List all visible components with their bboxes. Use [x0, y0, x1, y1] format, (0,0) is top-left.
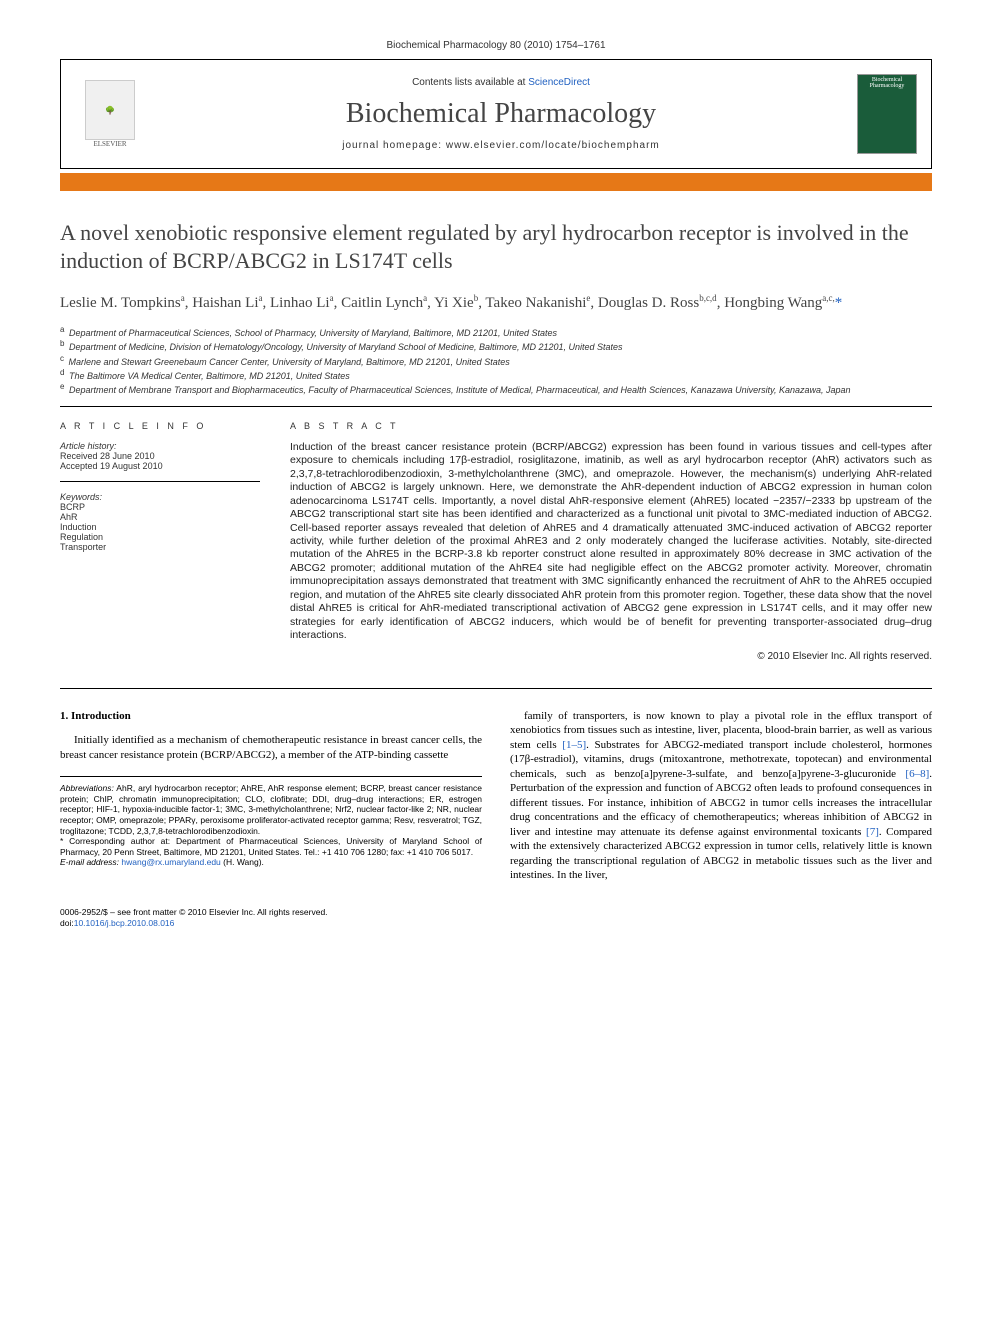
page-root: Biochemical Pharmacology 80 (2010) 1754–… [0, 0, 992, 969]
page-footer: 0006-2952/$ – see front matter © 2010 El… [60, 907, 932, 929]
footer-doi: doi:10.1016/j.bcp.2010.08.016 [60, 918, 932, 929]
keyword: Regulation [60, 532, 260, 542]
email-label: E-mail address: [60, 857, 121, 867]
history-label: Article history: [60, 441, 260, 451]
accepted-date: Accepted 19 August 2010 [60, 461, 260, 471]
email-link[interactable]: hwang@rx.umaryland.edu [121, 857, 220, 867]
body-columns: 1. Introduction Initially identified as … [60, 709, 932, 883]
homepage-line: journal homepage: www.elsevier.com/locat… [145, 140, 857, 151]
keyword: Induction [60, 522, 260, 532]
author-list: Leslie M. Tompkinsa, Haishan Lia, Linhao… [60, 292, 932, 313]
email-line: E-mail address: hwang@rx.umaryland.edu (… [60, 857, 482, 868]
journal-name: Biochemical Pharmacology [145, 98, 857, 130]
info-abstract-row: A R T I C L E I N F O Article history: R… [60, 421, 932, 662]
affiliation-line: a Department of Pharmaceutical Sciences,… [60, 325, 932, 339]
article-info: A R T I C L E I N F O Article history: R… [60, 421, 260, 662]
corresponding-author: * Corresponding author at: Department of… [60, 836, 482, 857]
footer-copyright: 0006-2952/$ – see front matter © 2010 El… [60, 907, 932, 918]
homepage-prefix: journal homepage: [342, 140, 446, 151]
full-separator [60, 688, 932, 689]
info-sep [60, 481, 260, 482]
citation-link[interactable]: [6–8] [905, 768, 929, 780]
doi-link[interactable]: 10.1016/j.bcp.2010.08.016 [74, 918, 175, 928]
journal-center: Contents lists available at ScienceDirec… [145, 77, 857, 151]
intro-para-1: Initially identified as a mechanism of c… [60, 733, 482, 762]
abbr-label: Abbreviations: [60, 783, 114, 793]
abstract-copyright: © 2010 Elsevier Inc. All rights reserved… [290, 651, 932, 662]
keywords-label: Keywords: [60, 492, 260, 502]
received-date: Received 28 June 2010 [60, 451, 260, 461]
contents-prefix: Contents lists available at [412, 77, 528, 88]
abbr-text: AhR, aryl hydrocarbon receptor; AhRE, Ah… [60, 783, 482, 836]
homepage-url: www.elsevier.com/locate/biochempharm [446, 140, 660, 151]
keywords-list: BCRPAhRInductionRegulationTransporter [60, 502, 260, 552]
affiliation-line: b Department of Medicine, Division of He… [60, 339, 932, 353]
affiliation-line: c Marlene and Stewart Greenebaum Cancer … [60, 354, 932, 368]
keyword: BCRP [60, 502, 260, 512]
email-suffix: (H. Wang). [221, 857, 264, 867]
citation-link[interactable]: [1–5] [562, 739, 586, 751]
intro-para-2: family of transporters, is now known to … [510, 709, 932, 883]
journal-banner: 🌳 ELSEVIER Contents lists available at S… [60, 59, 932, 169]
abstract-heading: A B S T R A C T [290, 421, 932, 431]
publisher-name: ELSEVIER [93, 140, 126, 148]
separator [60, 406, 932, 407]
info-heading: A R T I C L E I N F O [60, 421, 260, 431]
article-title: A novel xenobiotic responsive element re… [60, 219, 932, 274]
abstract-text: Induction of the breast cancer resistanc… [290, 441, 932, 643]
elsevier-tree-icon: 🌳 [85, 80, 135, 140]
footnotes: Abbreviations: AhR, aryl hydrocarbon rec… [60, 776, 482, 868]
abstract: A B S T R A C T Induction of the breast … [290, 421, 932, 662]
accent-bar [60, 173, 932, 191]
doi-prefix: doi: [60, 918, 74, 928]
cover-thumbnail: Biochemical Pharmacology [857, 74, 917, 154]
affiliation-line: d The Baltimore VA Medical Center, Balti… [60, 368, 932, 382]
abbreviations: Abbreviations: AhR, aryl hydrocarbon rec… [60, 783, 482, 836]
keyword: AhR [60, 512, 260, 522]
sciencedirect-link[interactable]: ScienceDirect [528, 77, 590, 88]
running-header: Biochemical Pharmacology 80 (2010) 1754–… [60, 40, 932, 51]
cover-label: Biochemical Pharmacology [860, 77, 914, 89]
corr-marker: * [60, 836, 69, 846]
affiliation-line: e Department of Membrane Transport and B… [60, 382, 932, 396]
keyword: Transporter [60, 542, 260, 552]
publisher-logo: 🌳 ELSEVIER [75, 72, 145, 157]
citation-link[interactable]: [7] [866, 826, 879, 838]
intro-heading: 1. Introduction [60, 709, 482, 724]
corr-text: Corresponding author at: Department of P… [60, 836, 482, 857]
contents-line: Contents lists available at ScienceDirec… [145, 77, 857, 88]
affiliations: a Department of Pharmaceutical Sciences,… [60, 325, 932, 396]
